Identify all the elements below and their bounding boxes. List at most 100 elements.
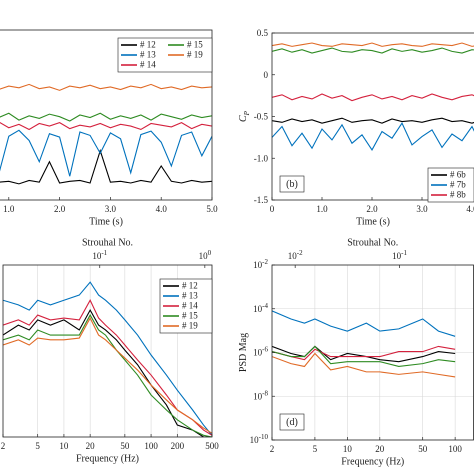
x-tick-label: 4.0: [466, 204, 474, 214]
x2-tick-label-exponent: -2: [297, 249, 303, 257]
x2-axis-label: Strouhal No.: [82, 237, 133, 248]
y-tick-label-base: 10: [253, 260, 263, 270]
y-tick-label-exponent: -2: [262, 258, 268, 266]
y-tick-label: 10-2: [253, 258, 268, 270]
x-tick-label: 100: [144, 441, 158, 451]
x-tick-label: 20: [375, 444, 385, 454]
legend-label: # 13: [182, 291, 198, 301]
y-axis-label-subscript: P: [243, 110, 251, 116]
y-tick-label-exponent: -8: [262, 389, 268, 397]
legend-label: # 6b: [450, 170, 466, 180]
x-tick-label: 5: [35, 441, 40, 451]
series-line: [3, 316, 212, 434]
x-tick-label: 20: [86, 441, 96, 451]
x-tick-label-base: 4.0: [466, 204, 474, 214]
x2-tick-label-base: 10: [392, 251, 402, 261]
x2-tick-label: 10-1: [92, 249, 107, 261]
y-tick-label: -1.0: [254, 153, 269, 163]
x2-tick-label-exponent: -1: [401, 249, 407, 257]
x-tick-label-base: 2.0: [366, 204, 378, 214]
x-tick-label: 2.0: [54, 204, 66, 214]
x-axis-label: Frequency (Hz): [341, 456, 404, 467]
series-line: [3, 281, 212, 436]
axes-frame: [2, 264, 213, 438]
y-tick-label-base: 10: [253, 304, 263, 314]
x-tick-label: 10: [343, 444, 353, 454]
x2-tick-label-exponent: -1: [101, 249, 107, 257]
series-line: [0, 129, 212, 177]
y-tick-label: 10-10: [250, 433, 269, 445]
x-tick-label: 50: [418, 444, 428, 454]
x-tick-label: 2: [1, 441, 6, 451]
series-line: [0, 121, 212, 131]
series-line: [272, 345, 456, 363]
x-tick-label-base: 4.0: [156, 204, 168, 214]
x2-tick-label-base: 10: [288, 251, 298, 261]
x-tick-label: 5.0: [206, 204, 218, 214]
series-line: [3, 308, 212, 437]
x-tick-label: 3.0: [416, 204, 428, 214]
x-tick-label: 100: [448, 444, 462, 454]
y-tick-label-exponent: -10: [259, 433, 269, 441]
series-line: [0, 148, 212, 185]
x-tick-label: 200: [171, 441, 185, 451]
x-tick-label: 5: [313, 444, 318, 454]
x2-tick-label-exponent: 0: [208, 249, 212, 257]
x-tick-label-base: 1.0: [316, 204, 328, 214]
legend-label: # 14: [140, 60, 156, 70]
x-tick-label-base: 3.0: [105, 204, 117, 214]
legend-label: # 12: [140, 40, 156, 50]
y-axis-label: CP: [238, 110, 250, 122]
y-tick-label: -1.5: [254, 195, 269, 205]
legend-label: # 15: [187, 40, 203, 50]
panel-label-box: [279, 175, 305, 193]
panel-label: (b): [286, 179, 298, 190]
x-tick-label: 50: [120, 441, 130, 451]
y-tick-label-base: 10: [253, 348, 263, 358]
y-tick-label-base: 10: [253, 391, 263, 401]
legend-label: # 13: [140, 50, 156, 60]
y-tick-label-exponent: -6: [262, 345, 268, 353]
x-tick-label-base: 2.0: [54, 204, 66, 214]
legend-label: # 15: [182, 311, 198, 321]
x-tick-label: 2: [270, 444, 275, 454]
x2-tick-label: 10-2: [288, 249, 303, 261]
y-axis-label-main: PSD Mag: [238, 333, 249, 372]
y-tick-label-exponent: -4: [262, 301, 268, 309]
y-tick-label-base: 10: [250, 435, 260, 445]
x-tick-label-base: 5.0: [206, 204, 218, 214]
series-line: [272, 93, 474, 102]
y-tick-label: 10-4: [253, 301, 268, 313]
y-tick-label-base: -1.0: [254, 153, 269, 163]
plot-area: [0, 83, 212, 185]
legend-label: # 19: [182, 321, 198, 331]
y-tick-label: 10-6: [253, 345, 268, 357]
x-tick-label: 0: [270, 204, 275, 214]
series-line: [0, 112, 212, 122]
x-tick-label: 2.0: [366, 204, 378, 214]
x-tick-label: 10: [59, 441, 69, 451]
x-axis-label: Time (s): [356, 216, 390, 227]
x-axis-label: Frequency (Hz): [76, 453, 139, 464]
y-tick-label: 0.5: [257, 28, 269, 38]
panel-label: (d): [286, 417, 298, 428]
x2-tick-label: 10-1: [392, 249, 407, 261]
x2-axis-label: Strouhal No.: [347, 237, 398, 248]
x-tick-label: 1.0: [316, 204, 328, 214]
x-tick-label: 500: [205, 441, 219, 451]
x-tick-label-base: 1.0: [3, 204, 15, 214]
x-axis-label: Time (s): [89, 216, 123, 227]
series-line: [272, 47, 474, 54]
legend-label: # 8b: [450, 190, 466, 200]
axes-frame: [0, 29, 213, 201]
series-line: [272, 42, 474, 47]
y-tick-label: -0.5: [254, 112, 269, 122]
plot-area: [272, 42, 474, 151]
x2-tick-label-base: 10: [199, 251, 209, 261]
legend-label: # 12: [182, 281, 198, 291]
series-line: [272, 310, 456, 337]
axes-frame: [271, 32, 474, 201]
y-axis-label: PSD Mag: [238, 333, 249, 372]
